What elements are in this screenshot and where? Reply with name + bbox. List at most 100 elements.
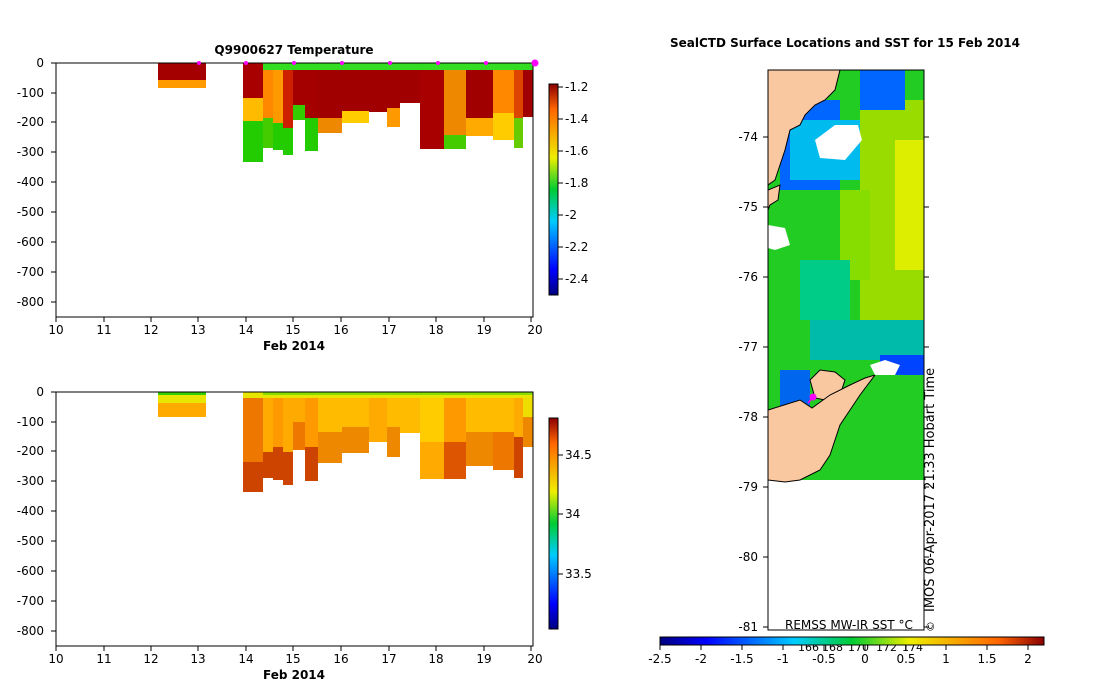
temperature-y-axis: 0 -100 -200 -300 -400 -500 -600 -700 -80…	[17, 56, 56, 309]
sal-xtick-16: 16	[333, 646, 349, 666]
seal-track	[807, 396, 814, 404]
temp-xtick-13: 13	[190, 317, 206, 337]
sst-map: SealCTD Surface Locations and SST for 15…	[648, 36, 1045, 666]
sst-map-title: SealCTD Surface Locations and SST for 15…	[670, 36, 1020, 50]
temp-profile-13	[420, 63, 444, 149]
svg-text:11: 11	[96, 652, 111, 666]
sal-profile-17-mid	[514, 392, 523, 437]
temperature-x-axis: 10 11 12 13 14 15 16 17 18 19 20 Feb 201…	[48, 317, 543, 353]
temp-profile-17-warm	[514, 63, 523, 118]
sal-profile-1-surface	[158, 392, 206, 395]
svg-text:-800: -800	[17, 624, 44, 638]
svg-text:-1.5: -1.5	[730, 652, 753, 666]
sal-xtick-14: 14	[238, 646, 254, 666]
temp-xtick-12: 12	[143, 317, 159, 337]
sst-cbar-tick: 1	[942, 645, 950, 666]
svg-text:-600: -600	[17, 235, 44, 249]
svg-text:0: 0	[36, 56, 44, 70]
sst-credit: IMOS 06-Apr-2017 21:33 Hobart Time	[923, 368, 938, 612]
temp-cbar-tick: -1.8	[558, 176, 588, 190]
svg-text:-500: -500	[17, 534, 44, 548]
sst-colorbar-label: REMSS MW-IR SST °C	[785, 618, 913, 632]
sst-colorbar: -2.5 -2 -1.5 -1 -0.5 0 0.5 1 1.5 2	[648, 636, 1045, 666]
map-ytick-77: -77	[738, 340, 929, 354]
temp-surface-layer	[263, 63, 533, 70]
temp-xtick-16: 16	[333, 317, 349, 337]
sal-ytick-700: -700	[17, 594, 56, 608]
sal-xtick-10: 10	[48, 646, 64, 666]
sst-cbar-tick: -2.5	[648, 645, 672, 666]
svg-text:17: 17	[381, 652, 396, 666]
svg-text:19: 19	[476, 323, 491, 337]
svg-text:-2: -2	[695, 652, 707, 666]
temp-profile-9-warm	[342, 63, 369, 111]
temperature-profile-markers	[197, 59, 539, 67]
temp-ytick-800: -800	[17, 295, 56, 309]
temp-ytick-100: -100	[17, 86, 56, 100]
svg-text:0: 0	[36, 385, 44, 399]
temp-xtick-18: 18	[428, 317, 444, 337]
svg-text:34: 34	[565, 507, 580, 521]
temp-profile-8-warm	[318, 63, 342, 118]
sal-profile-8-mid	[318, 392, 342, 432]
svg-text:-1: -1	[777, 652, 789, 666]
svg-text:-74: -74	[738, 130, 758, 144]
svg-text:-400: -400	[17, 175, 44, 189]
svg-text:13: 13	[190, 323, 205, 337]
temp-ytick-700: -700	[17, 265, 56, 279]
temp-xtick-14: 14	[238, 317, 254, 337]
salinity-x-label: Feb 2014	[263, 668, 325, 682]
sal-profile-6-mid	[293, 392, 305, 422]
temp-xtick-17: 17	[381, 317, 397, 337]
sst-cbar-tick: -1.5	[730, 645, 754, 666]
map-ytick-74: -74	[738, 130, 929, 144]
svg-text:14: 14	[238, 652, 253, 666]
sal-profile-15-mid	[466, 392, 493, 432]
sal-profile-1-top	[158, 392, 206, 403]
sal-profile-10	[369, 392, 387, 442]
temp-profile-18	[523, 63, 533, 117]
sst-cool-band	[810, 320, 924, 360]
temp-profile-11-warm	[387, 63, 400, 108]
sst-cold-north	[860, 70, 905, 110]
temperature-profiles	[158, 63, 533, 162]
svg-text:12: 12	[143, 652, 158, 666]
svg-text:1.5: 1.5	[977, 652, 996, 666]
temperature-colorbar-ramp	[548, 83, 559, 296]
svg-text:-1.4: -1.4	[565, 112, 588, 126]
svg-text:-2.2: -2.2	[565, 240, 588, 254]
salinity-colorbar: 34.5 34 33.5	[548, 417, 592, 630]
svg-text:-2.5: -2.5	[648, 652, 671, 666]
salinity-plot-frame	[55, 391, 534, 647]
svg-text:19: 19	[476, 652, 491, 666]
svg-text:20: 20	[527, 323, 542, 337]
temp-ytick-600: -600	[17, 235, 56, 249]
svg-text:-700: -700	[17, 594, 44, 608]
sal-cbar-tick: 34.5	[558, 448, 592, 462]
svg-text:-1.6: -1.6	[565, 144, 588, 158]
sal-xtick-12: 12	[143, 646, 159, 666]
sal-profile-12	[400, 392, 420, 433]
sst-cbar-tick: -1	[777, 645, 789, 666]
temp-ytick-400: -400	[17, 175, 56, 189]
svg-text:18: 18	[428, 323, 443, 337]
svg-text:-600: -600	[17, 564, 44, 578]
svg-text:15: 15	[285, 652, 300, 666]
sst-map-y-axis: -74 -75 -76 -77 -78 -79 -80 -81	[738, 130, 929, 634]
sst-cbar-tick: 0.5	[896, 645, 916, 666]
svg-text:-400: -400	[17, 504, 44, 518]
temp-profile-12	[400, 63, 420, 103]
sst-cbar-tick: 1.5	[977, 645, 997, 666]
svg-text:34.5: 34.5	[565, 448, 592, 462]
sst-colorbar-ramp	[659, 636, 1045, 646]
sal-cbar-tick: 33.5	[558, 567, 592, 581]
temp-profile-4-warm	[273, 63, 283, 123]
svg-text:-500: -500	[17, 205, 44, 219]
sal-ytick-0: 0	[36, 385, 56, 399]
svg-text:-75: -75	[738, 200, 758, 214]
salinity-chart: 10 11 12 13 14 15 16 17 18 19 20 Feb 201…	[17, 385, 592, 682]
temperature-chart: Q9900627 Temperature	[17, 43, 589, 353]
svg-text:-100: -100	[17, 86, 44, 100]
temp-profile-1-warm	[158, 63, 206, 80]
svg-text:17: 17	[381, 323, 396, 337]
